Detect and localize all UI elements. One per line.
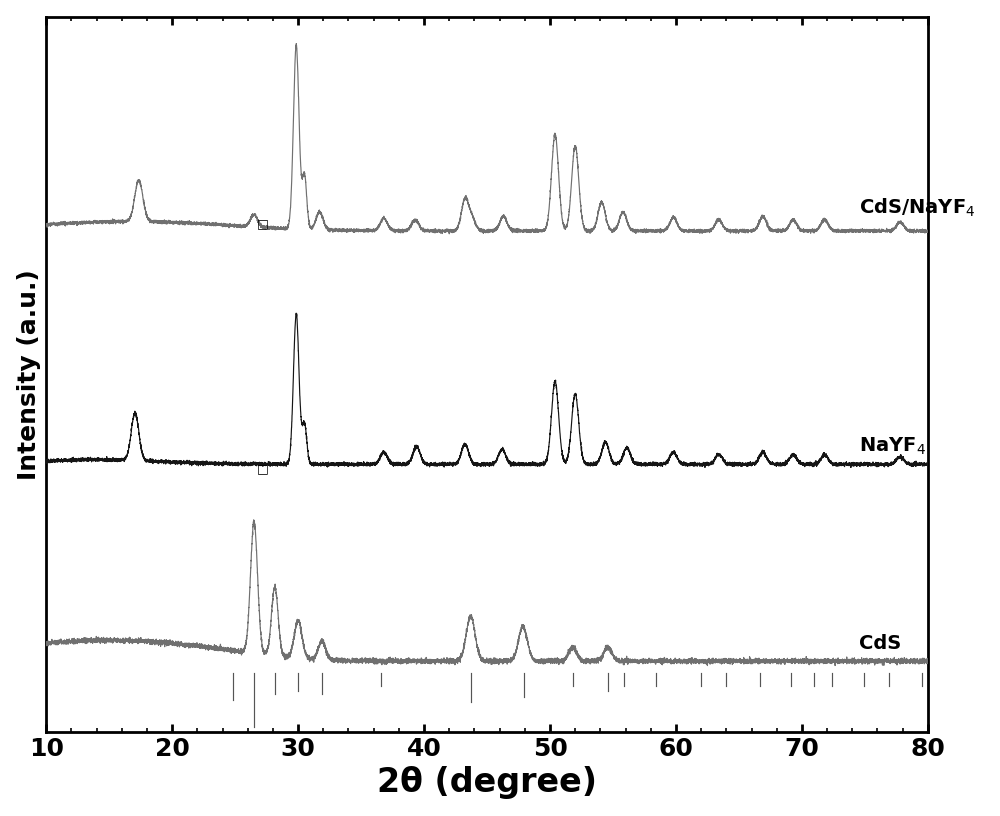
Y-axis label: Intensity (a.u.): Intensity (a.u.) bbox=[17, 269, 41, 480]
Text: CdS: CdS bbox=[859, 634, 901, 653]
Text: □: □ bbox=[257, 463, 269, 476]
X-axis label: 2θ (degree): 2θ (degree) bbox=[377, 766, 597, 800]
Text: □: □ bbox=[257, 217, 269, 230]
Text: NaYF$_4$: NaYF$_4$ bbox=[859, 436, 926, 457]
Text: CdS/NaYF$_4$: CdS/NaYF$_4$ bbox=[859, 197, 975, 220]
